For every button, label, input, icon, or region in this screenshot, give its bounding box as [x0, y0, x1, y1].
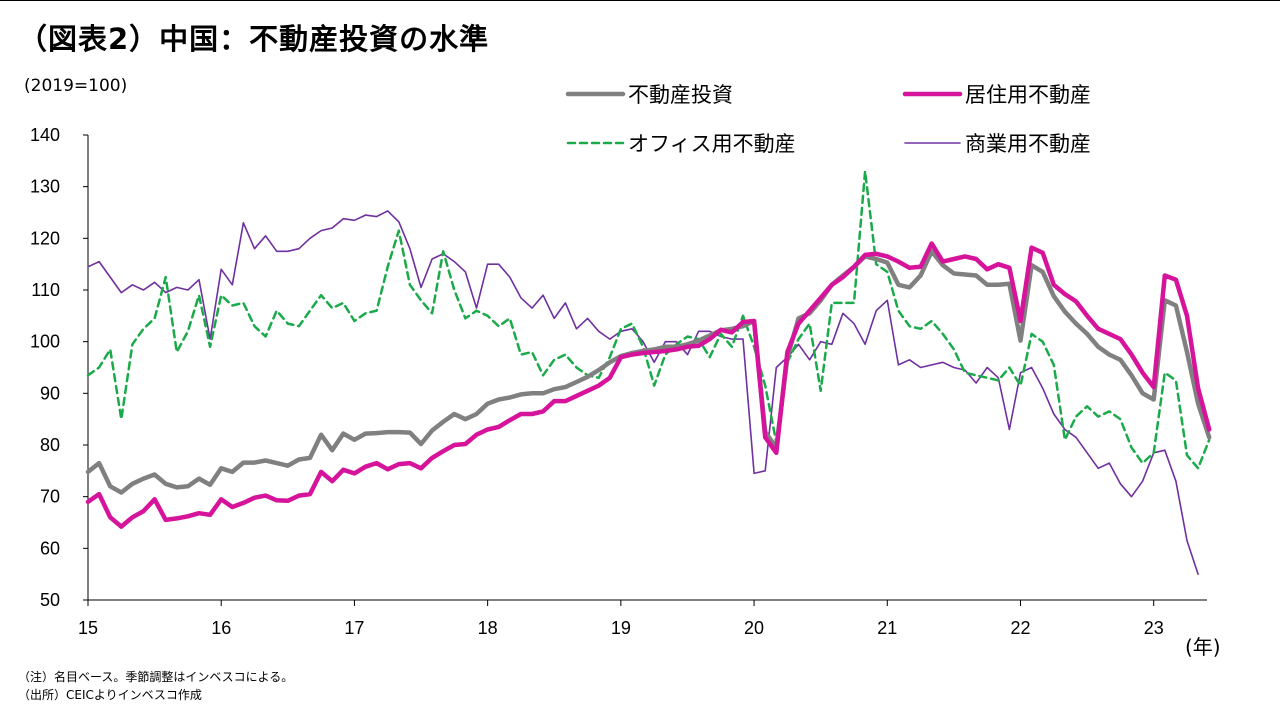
y-axis-unit-label: (2019=100)	[24, 76, 128, 96]
series-line-4	[87, 210, 1199, 576]
y-tick-label: 70	[40, 487, 60, 507]
x-tick-label: 22	[1010, 618, 1030, 638]
x-tick-label: 21	[877, 618, 897, 638]
x-tick-label: 18	[478, 618, 498, 638]
x-tick-label: 23	[1144, 618, 1164, 638]
x-tick-label: 16	[211, 618, 231, 638]
x-tick-label: 17	[344, 618, 364, 638]
y-tick-label: 140	[30, 125, 60, 145]
series-line-3	[86, 169, 1211, 470]
x-axis-unit-label: (年)	[1185, 635, 1221, 659]
footnote-source: （出所）CEICよりインベスコ作成	[18, 688, 202, 702]
chart-axes: 50 60 70 80 90 100 110 120 130 140 15 16 17 18 19 20 21 2…	[30, 125, 1207, 638]
x-tick-label: 15	[78, 618, 98, 638]
x-tick-label: 20	[744, 618, 764, 638]
x-tick-label: 19	[611, 618, 631, 638]
y-tick-label: 50	[40, 590, 60, 610]
y-tick-label: 80	[40, 435, 60, 455]
y-tick-label: 100	[30, 332, 60, 352]
legend-label-3: オフィス用不動産	[628, 132, 796, 156]
page-title: （図表2）中国：不動産投資の水準	[18, 22, 490, 56]
legend-label-2: 居住用不動産	[965, 83, 1091, 107]
legend-label-1: 不動産投資	[628, 83, 733, 107]
series-line-1	[85, 249, 1212, 495]
y-tick-label: 120	[30, 228, 60, 248]
y-tick-label: 110	[31, 280, 60, 300]
y-tick-label: 60	[40, 538, 60, 558]
series-line-2	[85, 241, 1212, 529]
y-tick-label: 130	[30, 177, 60, 197]
y-tick-label: 90	[40, 383, 60, 403]
legend-label-4: 商業用不動産	[965, 132, 1091, 156]
top-rule	[0, 0, 1280, 1]
footnote-note: （注）名目ベース。季節調整はインベスコによる。	[18, 670, 294, 684]
chart-series-lines	[85, 169, 1212, 576]
